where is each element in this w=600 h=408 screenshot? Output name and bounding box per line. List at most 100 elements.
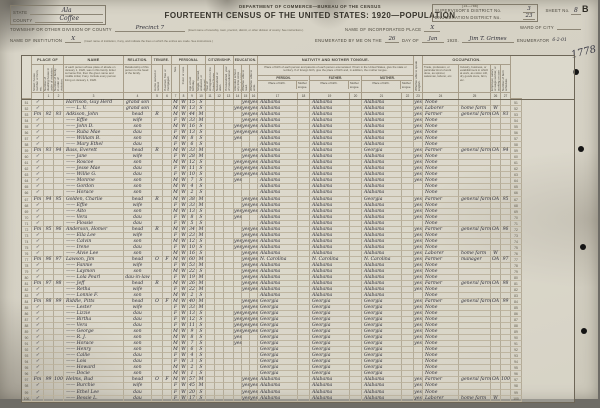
cell-school: yes xyxy=(234,317,242,324)
cell-occupation: Farmer xyxy=(423,226,459,233)
cell-mother_tongue2 xyxy=(402,347,414,354)
cell-birthplace: Alabama xyxy=(258,172,298,179)
cell-dwelling_no xyxy=(44,317,54,324)
cell-age: 4 xyxy=(188,353,197,360)
cell-dwelling_no xyxy=(44,130,54,137)
cell-mother_birthplace: Alabama xyxy=(362,106,402,113)
cell-line: 83 xyxy=(22,293,32,300)
cell-read: yes xyxy=(242,256,250,263)
cell-father_birthplace: Alabama xyxy=(310,244,350,251)
cell-name: —— Lonnie F. xyxy=(64,293,124,300)
cell-immigration_yr xyxy=(206,365,215,372)
cell-farm_schedule xyxy=(501,220,511,227)
cell-write: yes xyxy=(250,148,258,155)
cell-english: yes xyxy=(414,238,423,245)
cell-naturalized xyxy=(215,106,224,113)
cell-mother_birthplace: Alabama xyxy=(362,208,402,215)
cell-marital: M xyxy=(197,154,206,161)
cell-abode_mark: ✓ xyxy=(32,347,44,354)
cell-age: 13 xyxy=(188,311,197,318)
cell-mortgage xyxy=(163,317,172,324)
cell-color: W xyxy=(180,311,188,318)
cell-abode_mark: ✓ xyxy=(32,305,44,312)
cell-father_tongue xyxy=(350,136,362,143)
cell-father_tongue xyxy=(350,262,362,269)
cell-marital: M xyxy=(197,232,206,239)
cell-employer_class xyxy=(491,335,501,342)
cell-home xyxy=(152,142,163,149)
cell-mother_tongue xyxy=(298,395,310,402)
cell-naturalization_yr xyxy=(224,208,234,215)
cell-name: —— L. V. xyxy=(64,106,124,113)
cell-abode_mark: Fm xyxy=(32,299,44,306)
cell-line: 81 xyxy=(22,280,32,287)
cell-sex: F xyxy=(172,214,180,221)
cell-write xyxy=(250,220,258,227)
cell-line: 98 xyxy=(22,383,32,390)
cell-school xyxy=(234,190,242,197)
cell-father_birthplace: Alabama xyxy=(310,214,350,221)
cell-farm_schedule xyxy=(501,250,511,257)
column-number: 4 xyxy=(124,93,152,99)
father-place-of-birth-header: Place of birth. xyxy=(310,80,349,89)
cell-immigration_yr xyxy=(206,142,215,149)
cell-school xyxy=(234,286,242,293)
cell-name: —— Vera xyxy=(64,214,124,221)
cell-line_right: 87 xyxy=(511,317,522,324)
cell-mortgage xyxy=(163,130,172,137)
cell-mortgage xyxy=(163,172,172,179)
institution-value: X xyxy=(65,36,82,43)
column-number: 16 xyxy=(250,93,258,99)
cell-naturalization_yr xyxy=(224,244,234,251)
state-label: STATE xyxy=(13,10,28,15)
cell-sex: F xyxy=(172,262,180,269)
cell-farm_schedule xyxy=(501,311,511,318)
cell-line: 63 xyxy=(22,172,32,179)
cell-line_right: 95 xyxy=(511,365,522,372)
cell-farm_schedule: 93 xyxy=(501,112,511,119)
cell-employer_class xyxy=(491,268,501,275)
cell-color: W xyxy=(180,371,188,378)
cell-mother_birthplace: Alabama xyxy=(362,124,402,131)
cell-farm_schedule xyxy=(501,184,511,191)
cell-occupation: Laborer xyxy=(423,250,459,257)
cell-school xyxy=(234,293,242,300)
cell-mortgage xyxy=(163,184,172,191)
cell-dwelling_no xyxy=(44,359,54,366)
cell-industry: home farm xyxy=(459,106,491,113)
cell-read xyxy=(242,359,250,366)
cell-read: yes xyxy=(242,389,250,396)
cell-write: yes xyxy=(250,311,258,318)
column-number: 14 xyxy=(234,93,242,99)
cell-occupation: None xyxy=(423,160,459,167)
cell-marital: S xyxy=(197,160,206,167)
cell-color: W xyxy=(180,142,188,149)
cell-age: 11 xyxy=(188,323,197,330)
cell-relation: dau xyxy=(124,220,152,227)
cell-birthplace: Alabama xyxy=(258,100,298,107)
cell-marital: S xyxy=(197,335,206,342)
cell-relation: son xyxy=(124,208,152,215)
cell-naturalization_yr xyxy=(224,190,234,197)
cell-mother_tongue xyxy=(298,208,310,215)
cell-marital: S xyxy=(197,190,206,197)
cell-naturalized xyxy=(215,112,224,119)
cell-farm_schedule xyxy=(501,118,511,125)
education-header: EDUCATION. xyxy=(234,56,258,65)
cell-relation: dau xyxy=(124,142,152,149)
cell-home xyxy=(152,100,163,107)
cell-father_birthplace: Georgia xyxy=(310,353,350,360)
cell-naturalization_yr xyxy=(224,100,234,107)
cell-employer_class xyxy=(491,262,501,269)
cell-farm_schedule xyxy=(501,202,511,209)
cell-farm_schedule xyxy=(501,335,511,342)
cell-school xyxy=(234,359,242,366)
cell-school xyxy=(234,142,242,149)
cell-mother_birthplace: Alabama xyxy=(362,268,402,275)
cell-farm_schedule xyxy=(501,130,511,137)
cell-english: yes xyxy=(414,256,423,263)
cell-mortgage xyxy=(163,154,172,161)
cell-line: 64 xyxy=(22,178,32,185)
cell-sex: M xyxy=(172,208,180,215)
